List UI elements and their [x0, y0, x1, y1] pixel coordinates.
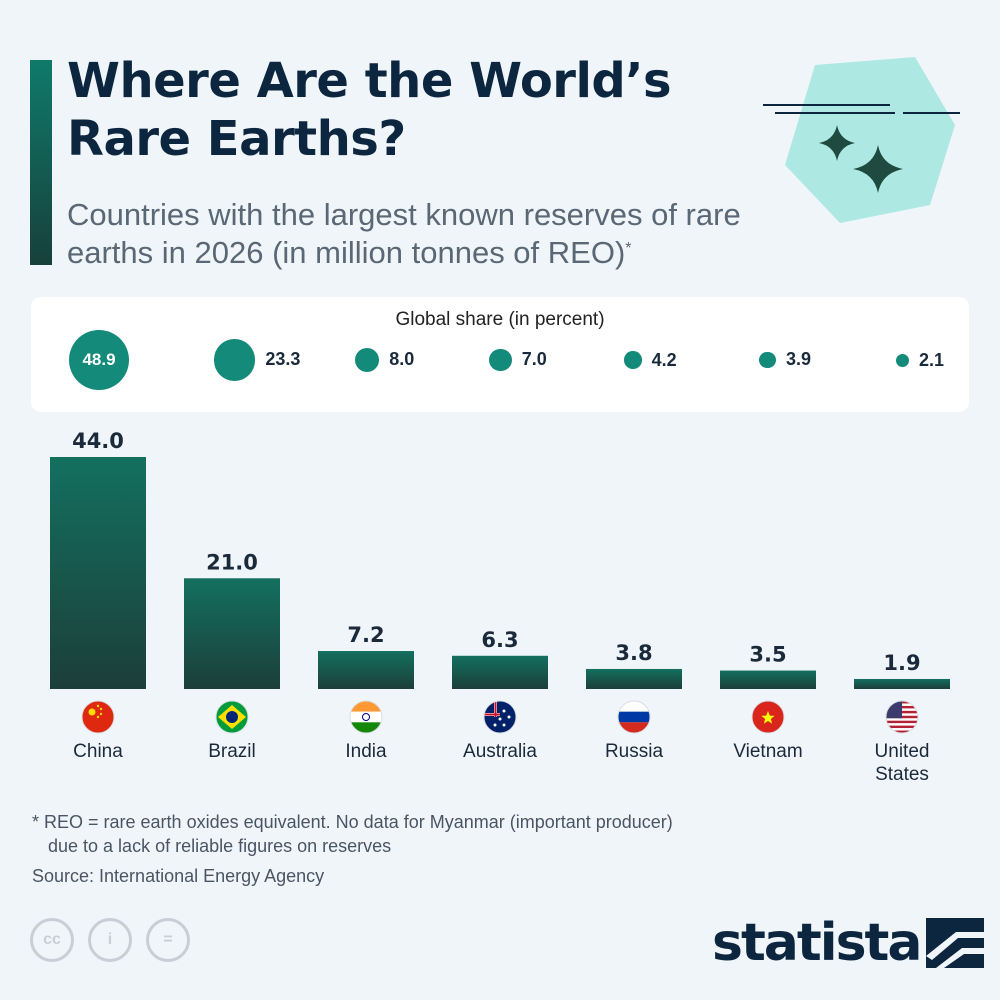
share-bubble: [489, 348, 512, 372]
global-share-panel: Global share (in percent) 48.9 23.3 8.0 7.0…: [31, 297, 969, 412]
subtitle-footnote-mark: *: [625, 240, 632, 257]
country-label: Vietnam: [733, 741, 802, 762]
global-share-title: Global share (in percent): [395, 309, 605, 330]
country-label: Russia: [605, 741, 664, 762]
bar-value-label: 7.2: [347, 623, 384, 647]
statista-logo[interactable]: statista: [712, 913, 985, 973]
page-title: Where Are the World’s Rare Earths?: [67, 53, 672, 167]
footnote-line-2: due to a lack of reliable figures on res…: [48, 836, 392, 856]
bar-brazil: [184, 578, 280, 689]
source-note: Source: International Energy Agency: [32, 866, 325, 886]
country-label: States: [875, 764, 929, 785]
share-item: 4.2: [624, 349, 677, 370]
country-label: China: [73, 741, 123, 762]
brazil-flag-icon: [215, 700, 249, 734]
country-label: India: [345, 741, 387, 762]
share-bubble: [759, 351, 776, 369]
share-value-label: 3.9: [785, 349, 811, 370]
share-item: 2.1: [896, 350, 944, 370]
share-bubble: [214, 339, 256, 381]
share-bubble: 48.9: [69, 330, 129, 390]
bar-russia: [586, 668, 682, 689]
share-item: 3.9: [759, 349, 811, 370]
bar-value-label: 3.5: [749, 643, 786, 667]
country-label: United: [875, 741, 930, 762]
china-flag-icon: [81, 700, 115, 734]
india-flag-icon: [349, 700, 383, 734]
country-label: Brazil: [208, 741, 256, 762]
share-item: 7.0: [489, 348, 547, 372]
footnote-line-1: * REO = rare earth oxides equivalent. No…: [32, 812, 673, 832]
australia-flag-icon: [483, 700, 517, 734]
subtitle: Countries with the largest known reserve…: [67, 196, 827, 272]
bar-india: [318, 651, 414, 689]
share-value-label: 2.1: [919, 349, 945, 370]
bar-china: [50, 457, 146, 689]
attribution-icon[interactable]: i: [88, 918, 132, 962]
statista-logo-text: statista: [712, 913, 922, 973]
share-bubble: [896, 353, 909, 367]
share-bubble: [355, 347, 380, 373]
statista-logo-mark-icon: [926, 918, 985, 968]
reserves-bar-chart: 44.0 21.0 7.2 6.3 3.8 3.5 1.9 China Brazil India…: [50, 429, 950, 785]
share-item: 48.9: [69, 330, 129, 390]
share-item: 23.3: [214, 339, 301, 381]
bar-united-states: [854, 678, 950, 689]
bar-value-label: 1.9: [883, 651, 920, 675]
country-label: Australia: [463, 741, 537, 762]
subtitle-text: Countries with the largest known reserve…: [67, 197, 741, 270]
bar-vietnam: [720, 670, 816, 689]
share-value-label: 7.0: [521, 349, 547, 370]
bar-value-label: 44.0: [72, 429, 124, 453]
share-bubble: [624, 351, 642, 369]
sparkle-decoration-icon: [763, 57, 960, 223]
share-value-label: 48.9: [82, 350, 116, 369]
bar-value-label: 3.8: [615, 641, 652, 665]
no-derivatives-icon[interactable]: =: [146, 918, 190, 962]
share-item: 8.0: [355, 347, 415, 373]
bar-value-label: 6.3: [481, 628, 518, 652]
vietnam-flag-icon: [751, 700, 785, 734]
share-value-label: 4.2: [651, 349, 677, 370]
russia-flag-icon: [617, 700, 651, 734]
bar-value-label: 21.0: [206, 550, 258, 574]
share-value-label: 8.0: [389, 349, 415, 370]
united-states-flag-icon: [885, 700, 919, 734]
bar-australia: [452, 655, 548, 689]
share-value-label: 23.3: [265, 349, 301, 370]
accent-bar: [30, 60, 52, 265]
footnote: * REO = rare earth oxides equivalent. No…: [32, 810, 832, 858]
creative-commons-icon[interactable]: cc: [30, 918, 74, 962]
license-icons: cc i =: [30, 918, 190, 962]
